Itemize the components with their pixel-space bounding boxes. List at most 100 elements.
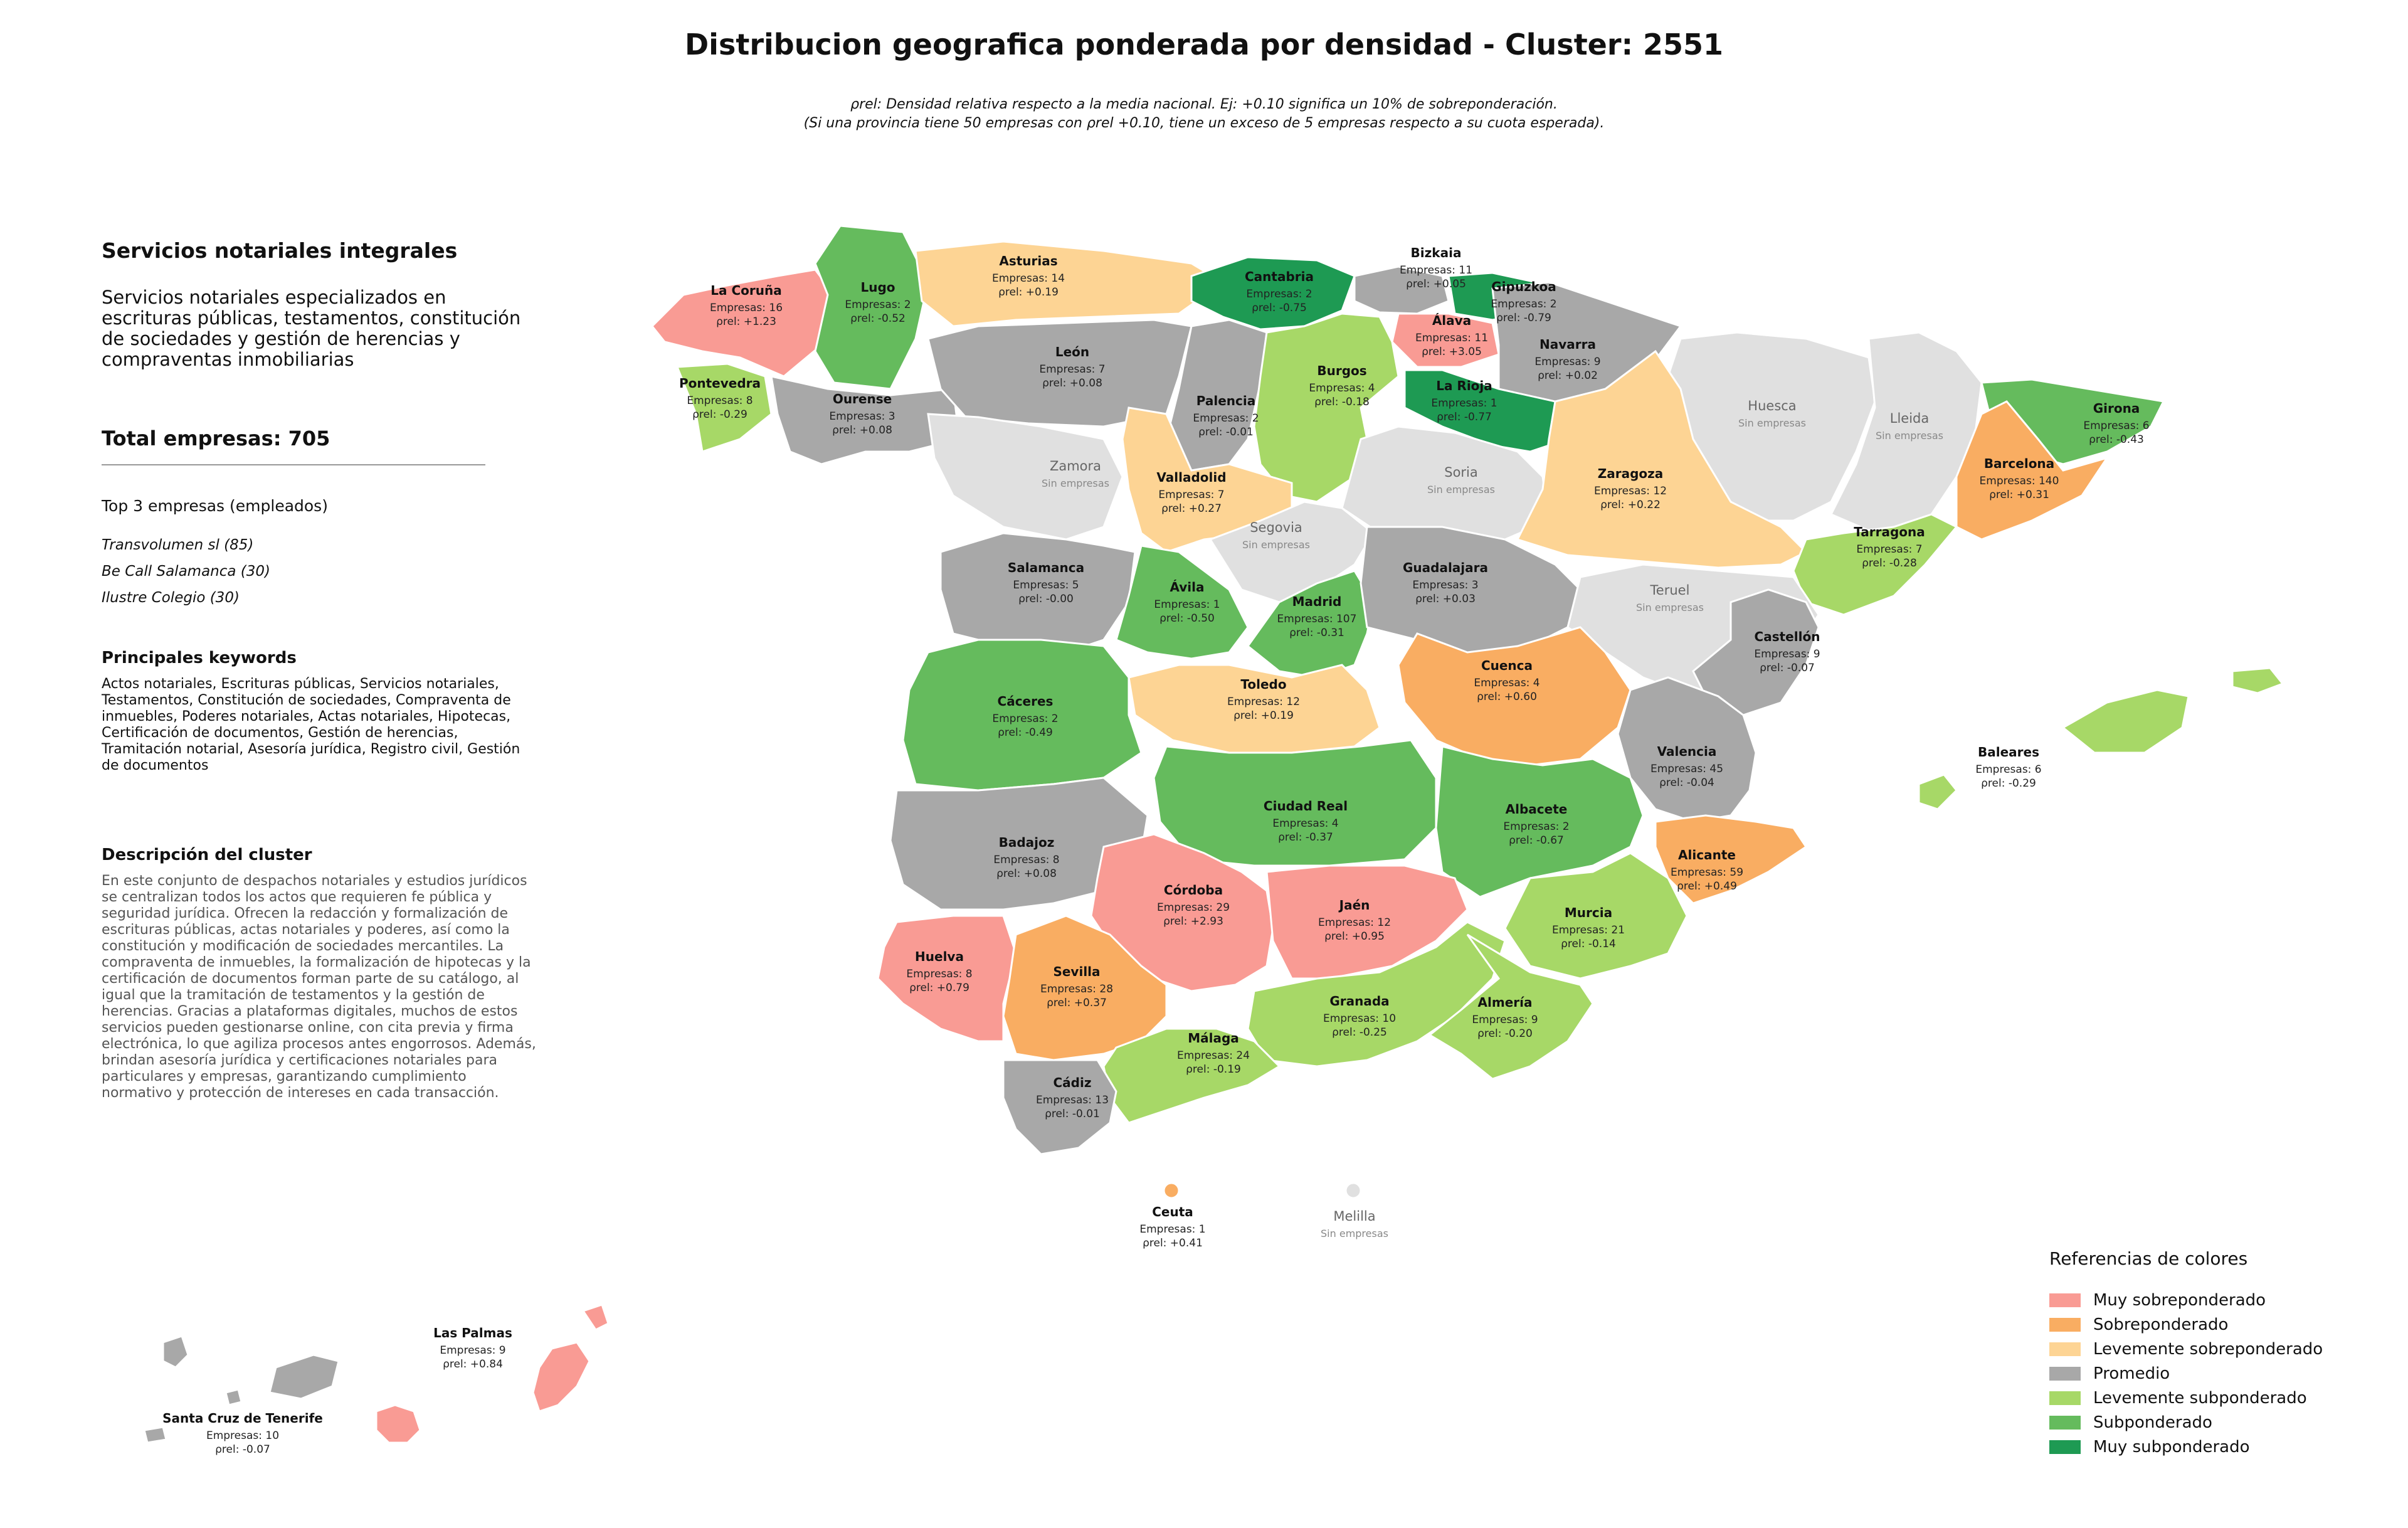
province-rho: ρrel: -0.19	[1186, 1063, 1241, 1076]
legend-swatch	[2049, 1317, 2081, 1332]
province-rho: ρrel: +0.60	[1477, 691, 1537, 703]
province-rho: ρrel: -0.18	[1314, 396, 1370, 408]
top3-heading: Top 3 empresas (empleados)	[102, 497, 328, 515]
province-rho: ρrel: -0.43	[2089, 433, 2144, 446]
province-name: Álava	[1432, 313, 1471, 328]
province-name: Baleares	[1978, 745, 2039, 760]
province-count: Sin empresas	[1636, 602, 1704, 613]
province-name: Málaga	[1188, 1031, 1239, 1046]
province-name: Valencia	[1657, 744, 1717, 759]
province-rho: ρrel: -0.01	[1045, 1108, 1100, 1120]
legend-swatch	[2049, 1293, 2081, 1307]
province-rho: ρrel: +0.31	[1989, 489, 2049, 501]
province-name: Tarragona	[1854, 524, 1925, 539]
province-count: Empresas: 12	[1227, 696, 1300, 708]
province-name: Cantabria	[1245, 269, 1314, 284]
province-count: Empresas: 4	[1474, 677, 1539, 689]
province-count: Empresas: 7	[1158, 489, 1224, 501]
province-huelva	[877, 915, 1017, 1043]
top3-list: Transvolumen sl (85) Be Call Salamanca (…	[102, 532, 541, 611]
legend-item: Levemente sobreponderado	[2049, 1337, 2400, 1361]
province-name: Santa Cruz de Tenerife	[162, 1411, 323, 1426]
province-rho: ρrel: +0.08	[832, 424, 892, 437]
province-count: Empresas: 2	[845, 299, 911, 311]
province-rho: ρrel: +0.79	[909, 982, 969, 994]
province-rho: ρrel: +1.23	[716, 316, 776, 328]
province-count: Empresas: 10	[1323, 1012, 1396, 1025]
province-rho: ρrel: +0.02	[1538, 369, 1598, 382]
province-alava	[1391, 312, 1500, 368]
subtitle-line-1: ρrel: Densidad relativa respecto a la me…	[850, 97, 1558, 112]
province-rho: ρrel: +0.84	[443, 1358, 503, 1371]
subtitle-line-2: (Si una provincia tiene 50 empresas con …	[803, 115, 1605, 131]
province-count: Empresas: 7	[1039, 363, 1105, 376]
province-name: Bizkaia	[1411, 245, 1462, 260]
province-ceuta	[1163, 1182, 1180, 1199]
province-name: Burgos	[1317, 363, 1366, 378]
province-rho: ρrel: +0.08	[1042, 377, 1102, 390]
province-rho: ρrel: -0.29	[692, 408, 747, 421]
province-name: Teruel	[1650, 583, 1690, 598]
province-rho: ρrel: +0.08	[996, 867, 1057, 880]
province-name: Melilla	[1333, 1209, 1375, 1224]
color-legend: Referencias de colores Muy sobreponderad…	[2049, 1248, 2400, 1459]
province-valencia	[1617, 676, 1757, 823]
legend-label: Muy subponderado	[2093, 1437, 2250, 1456]
province-count: Empresas: 6	[2083, 420, 2149, 432]
province-name: Navarra	[1539, 337, 1596, 352]
description-heading: Descripción del cluster	[102, 846, 312, 864]
province-rho: ρrel: +0.19	[998, 286, 1059, 299]
province-name: Lugo	[860, 280, 895, 295]
province-count: Empresas: 29	[1157, 901, 1230, 914]
province-count: Empresas: 3	[1412, 579, 1478, 592]
province-count: Empresas: 9	[1754, 648, 1820, 661]
cluster-name: Servicios notariales integrales	[102, 238, 458, 263]
province-name: Ceuta	[1152, 1204, 1193, 1219]
province-count: Empresas: 11	[1415, 332, 1488, 344]
legend-items: Muy sobreponderado Sobreponderado Levement…	[2049, 1288, 2400, 1459]
province-santa-cruz-de-tenerife	[143, 1335, 340, 1444]
cluster-summary: Servicios notariales especializados en e…	[102, 287, 521, 370]
province-count: Empresas: 6	[1975, 763, 2041, 776]
province-count: Sin empresas	[1321, 1228, 1388, 1239]
province-name: Huelva	[915, 949, 964, 964]
province-name: La Coruña	[710, 283, 781, 298]
province-count: Empresas: 12	[1318, 916, 1391, 929]
province-madrid	[1246, 570, 1375, 679]
province-count: Empresas: 9	[440, 1344, 505, 1357]
province-count: Empresas: 2	[1503, 820, 1569, 833]
province-count: Empresas: 11	[1400, 264, 1472, 277]
province-count: Empresas: 13	[1036, 1094, 1109, 1106]
province-rho: ρrel: -0.49	[998, 726, 1053, 739]
province-count: Empresas: 140	[1980, 475, 2059, 487]
legend-label: Levemente subponderado	[2093, 1388, 2307, 1408]
top3-item: Ilustre Colegio (30)	[102, 590, 240, 606]
province-melilla	[1344, 1182, 1362, 1199]
province-asturias	[914, 240, 1225, 327]
province-name: Toledo	[1240, 677, 1286, 692]
province-lleida	[1829, 331, 1983, 534]
province-leon	[927, 319, 1193, 428]
province-count: Empresas: 16	[710, 302, 783, 314]
province-rho: ρrel: -0.00	[1018, 593, 1074, 605]
province-rho: ρrel: -0.29	[1981, 777, 2036, 790]
province-ourense	[770, 375, 961, 465]
chart-subtitle: ρrel: Densidad relativa respecto a la me…	[0, 95, 2408, 133]
province-las-palmas	[375, 1303, 610, 1444]
province-shapes	[143, 225, 2284, 1444]
legend-item: Muy subponderado	[2049, 1435, 2400, 1459]
province-count: Empresas: 8	[687, 395, 752, 407]
province-rho: ρrel: -0.79	[1496, 312, 1551, 324]
province-name: Almería	[1478, 995, 1533, 1010]
province-pontevedra	[675, 363, 773, 453]
keywords-text: Actos notariales, Escrituras públicas, S…	[102, 676, 520, 773]
legend-label: Subponderado	[2093, 1413, 2212, 1432]
province-rho: ρrel: +0.05	[1406, 278, 1466, 290]
province-rho: ρrel: -0.28	[1862, 557, 1917, 570]
province-name: Albacete	[1506, 802, 1568, 817]
top3-item: Transvolumen sl (85)	[102, 537, 254, 553]
province-name: Gipuzkoa	[1491, 279, 1556, 294]
province-count: Empresas: 12	[1594, 485, 1667, 497]
province-name: Ourense	[833, 391, 892, 406]
